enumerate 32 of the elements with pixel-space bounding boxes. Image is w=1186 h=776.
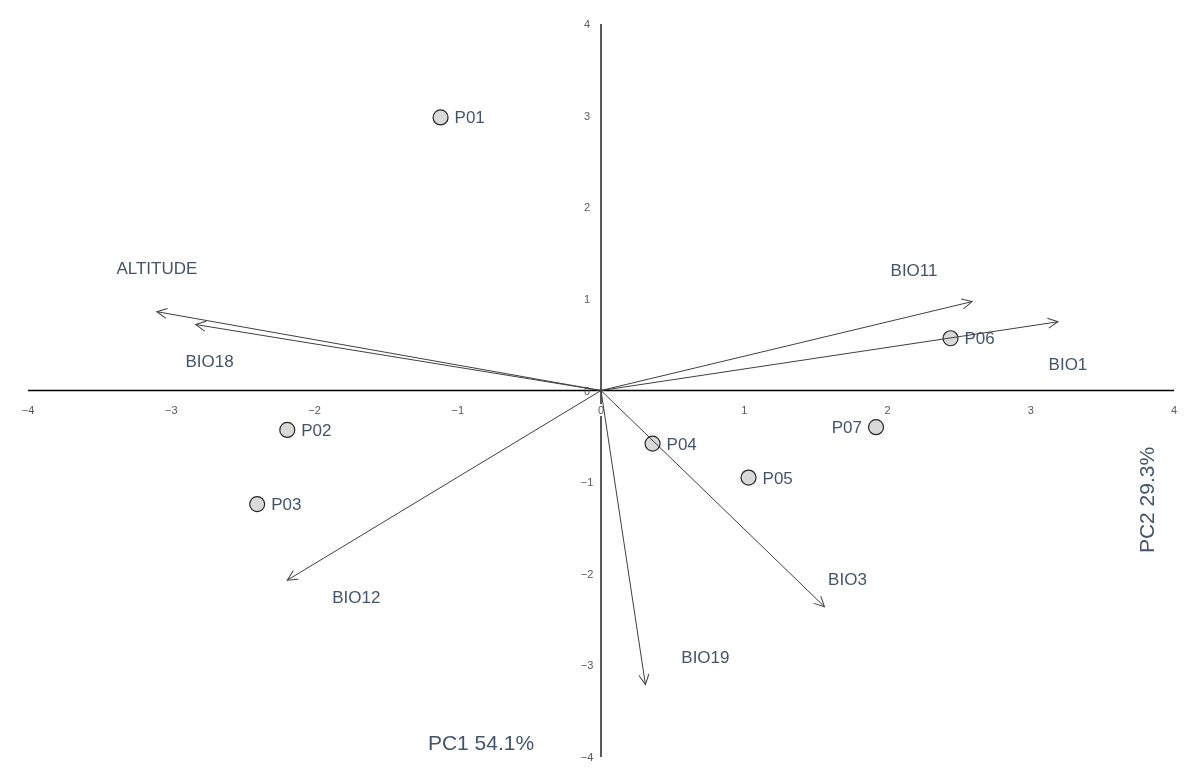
series-label: BIO3	[828, 569, 867, 589]
text: ALTITUDE	[116, 258, 198, 278]
y-tick-label: −1	[580, 476, 594, 489]
series-label: P02	[301, 420, 332, 440]
y-tick-label: 3	[583, 109, 591, 122]
series-label: BIO11	[890, 260, 938, 280]
x-tick-label: −2	[308, 403, 321, 416]
x-tick-label: −4	[21, 403, 35, 416]
series-label: P07	[831, 418, 863, 438]
series-label: BIO18	[185, 351, 234, 371]
x-tick-label: 2	[884, 403, 891, 416]
x-tick-label: 4	[1170, 403, 1178, 416]
x-tick-label: −1	[451, 403, 465, 416]
x-tick-label: 3	[1027, 403, 1034, 416]
y-tick-label: −3	[580, 659, 594, 672]
series-label: P05	[762, 468, 793, 488]
series-label: BIO12	[332, 588, 381, 608]
x-tick-label: 1	[741, 403, 748, 416]
series-label: BIO1	[1048, 354, 1088, 374]
y-tick-label: 1	[583, 292, 591, 305]
x-tick-label: −3	[164, 403, 178, 416]
y-tick-label: 2	[583, 201, 591, 214]
y-tick-label: 4	[583, 18, 591, 30]
y-tick-label: −4	[580, 751, 594, 763]
series-label: P01	[454, 108, 485, 128]
y-axis-title: PC2 29.3%	[1135, 446, 1158, 554]
series-label: P04	[666, 434, 697, 454]
text: BIO19	[681, 647, 730, 667]
y-tick-label: −2	[580, 567, 594, 580]
series-label: P03	[271, 495, 302, 515]
series-label: P06	[964, 329, 995, 349]
x-axis-title: PC1 54.1%	[427, 731, 535, 754]
